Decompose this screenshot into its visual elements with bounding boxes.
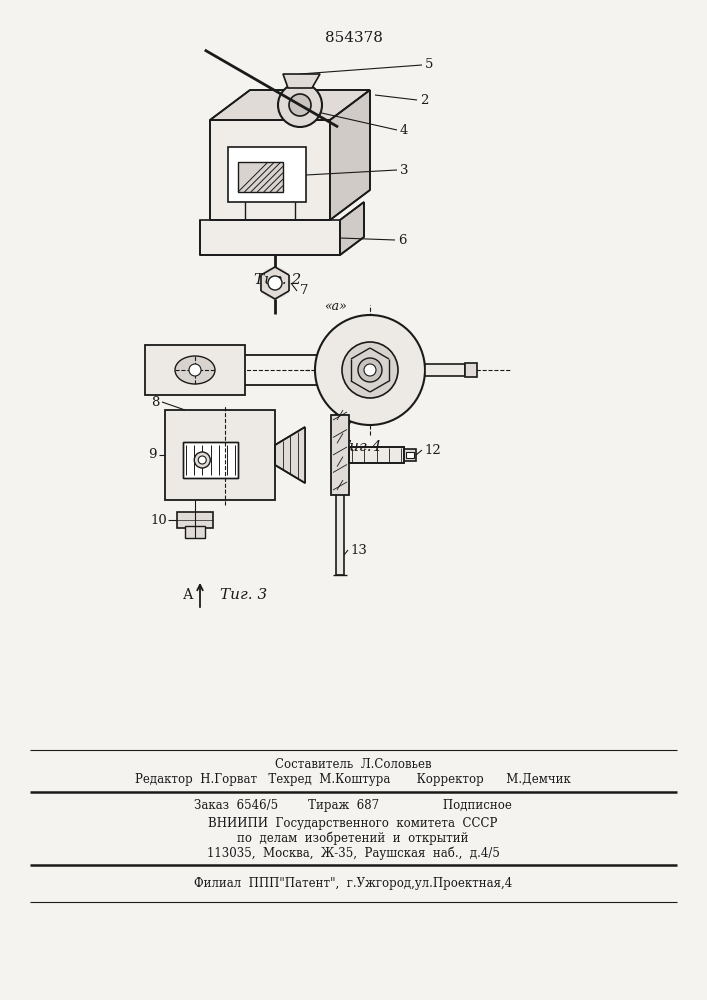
Text: Составитель  Л.Соловьев: Составитель Л.Соловьев	[275, 758, 431, 770]
Polygon shape	[275, 427, 305, 483]
Circle shape	[259, 267, 291, 299]
Bar	[404, 449, 416, 461]
Bar	[331, 415, 349, 495]
Text: 9: 9	[148, 448, 157, 462]
Text: 5: 5	[425, 58, 433, 72]
Text: 113035,  Москва,  Ж-35,  Раушская  наб.,  д.4/5: 113035, Москва, Ж-35, Раушская наб., д.4…	[206, 846, 499, 860]
Circle shape	[268, 276, 282, 290]
Bar	[349, 447, 404, 463]
Polygon shape	[340, 202, 364, 255]
Text: 7: 7	[300, 284, 308, 298]
Circle shape	[189, 364, 201, 376]
Bar	[183, 442, 238, 478]
Text: Редактор  Н.Горват   Техред  М.Коштура       Корректор      М.Демчик: Редактор Н.Горват Техред М.Коштура Корре…	[135, 774, 571, 786]
Text: ВНИИПИ  Государственного  комитета  СССР: ВНИИПИ Государственного комитета СССР	[209, 816, 498, 830]
Bar	[145, 345, 245, 395]
Text: 4: 4	[400, 123, 409, 136]
Polygon shape	[210, 90, 370, 120]
Text: Филиал  ППП"Патент",  г.Ужгород,ул.Проектная,4: Филиал ППП"Патент", г.Ужгород,ул.Проектн…	[194, 876, 512, 890]
Text: «а»: «а»	[324, 300, 346, 314]
Text: 8: 8	[151, 395, 160, 408]
Text: 10: 10	[151, 514, 167, 526]
Bar	[336, 400, 344, 575]
Circle shape	[342, 342, 398, 398]
Bar	[349, 447, 404, 463]
Bar	[465, 363, 477, 377]
Circle shape	[364, 364, 376, 376]
Text: 12: 12	[424, 444, 440, 456]
Text: 6: 6	[398, 233, 407, 246]
Circle shape	[289, 94, 311, 116]
Bar	[238, 162, 283, 192]
Bar	[406, 452, 414, 458]
Text: Τиг. 3: Τиг. 3	[220, 588, 267, 602]
Bar	[165, 410, 275, 500]
Bar	[228, 147, 306, 202]
Text: Τиг. 2: Τиг. 2	[255, 273, 302, 287]
Text: по  делам  изобретений  и  открытий: по делам изобретений и открытий	[238, 831, 469, 845]
Ellipse shape	[175, 356, 215, 384]
Text: Заказ  6546/5        Тираж  687                 Подписное: Заказ 6546/5 Тираж 687 Подписное	[194, 800, 512, 812]
Bar	[185, 526, 205, 538]
Polygon shape	[283, 74, 320, 88]
Bar	[425, 364, 465, 376]
Text: А: А	[182, 588, 193, 602]
Polygon shape	[200, 220, 340, 255]
Circle shape	[315, 315, 425, 425]
Polygon shape	[330, 90, 370, 220]
Circle shape	[358, 358, 382, 382]
Text: 854378: 854378	[325, 31, 383, 45]
Polygon shape	[210, 120, 330, 220]
Bar	[177, 512, 213, 528]
Circle shape	[194, 452, 210, 468]
Text: 11: 11	[359, 403, 375, 416]
Text: 2: 2	[420, 94, 428, 106]
Text: Τиг.4: Τиг.4	[339, 440, 381, 454]
Bar	[183, 442, 238, 478]
Text: 13: 13	[350, 544, 367, 556]
Circle shape	[278, 83, 322, 127]
Text: 3: 3	[400, 163, 409, 176]
Circle shape	[198, 456, 206, 464]
